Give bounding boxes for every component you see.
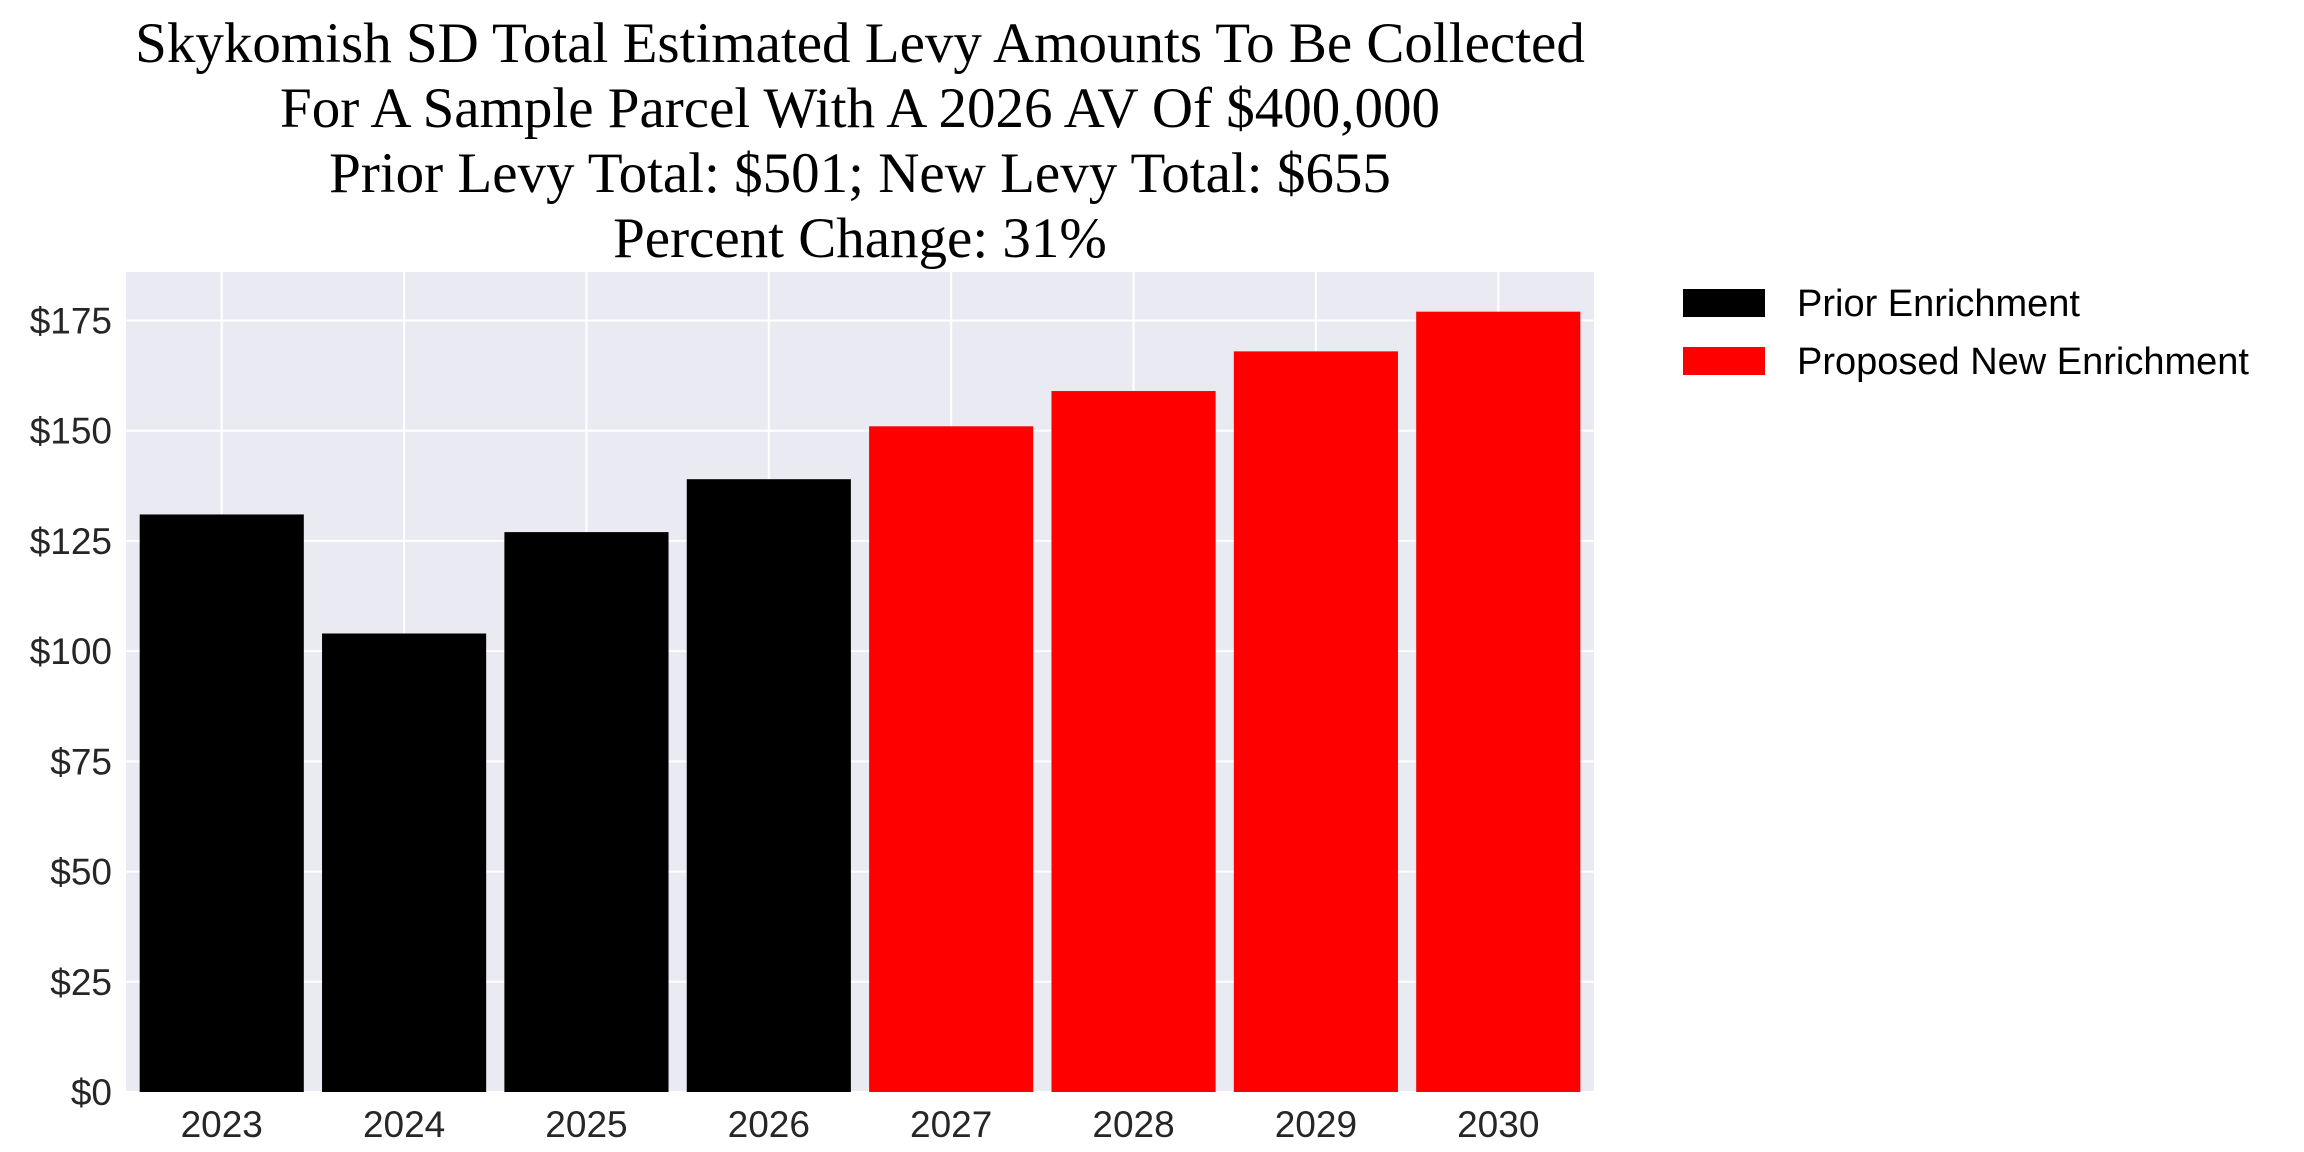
- legend-label: Prior Enrichment: [1797, 283, 2080, 325]
- y-tick-label: $125: [30, 521, 112, 562]
- legend-label: Proposed New Enrichment: [1797, 341, 2249, 383]
- x-tick-label: 2026: [728, 1104, 810, 1145]
- y-tick-label: $0: [71, 1072, 112, 1113]
- legend-swatch: [1683, 347, 1765, 375]
- bar-2024: [322, 633, 487, 1092]
- x-axis-ticks: 2023 2024 2025 2026 2027 2028 2029 2030: [181, 1104, 1540, 1145]
- bar-2026: [686, 479, 851, 1092]
- bar-2023: [139, 514, 304, 1092]
- x-tick-label: 2028: [1092, 1104, 1174, 1145]
- x-tick-label: 2030: [1457, 1104, 1539, 1145]
- y-axis-ticks: $0 $25 $50 $75 $100 $125 $150 $175: [30, 300, 112, 1113]
- y-tick-label: $150: [30, 411, 112, 452]
- y-tick-label: $75: [50, 741, 112, 782]
- bar-2029: [1233, 351, 1398, 1092]
- bar-2027: [869, 426, 1034, 1092]
- bar-2028: [1051, 391, 1216, 1093]
- title-line-2: For A Sample Parcel With A 2026 AV Of $4…: [280, 77, 1440, 140]
- legend-swatch: [1683, 289, 1765, 317]
- y-tick-label: $175: [30, 300, 112, 341]
- x-tick-label: 2027: [910, 1104, 992, 1145]
- x-tick-label: 2025: [545, 1104, 627, 1145]
- chart-title: Skykomish SD Total Estimated Levy Amount…: [135, 12, 1585, 270]
- title-line-4: Percent Change: 31%: [613, 207, 1107, 270]
- x-tick-label: 2029: [1275, 1104, 1357, 1145]
- title-line-3: Prior Levy Total: $501; New Levy Total: …: [329, 142, 1391, 205]
- y-tick-label: $100: [30, 631, 112, 672]
- legend: Prior Enrichment Proposed New Enrichment: [1683, 283, 2249, 383]
- y-tick-label: $50: [50, 852, 112, 893]
- bars: [139, 311, 1581, 1093]
- x-tick-label: 2023: [181, 1104, 263, 1145]
- y-tick-label: $25: [50, 962, 112, 1003]
- title-line-1: Skykomish SD Total Estimated Levy Amount…: [135, 12, 1585, 75]
- bar-2025: [504, 532, 669, 1092]
- x-tick-label: 2024: [363, 1104, 445, 1145]
- bar-2030: [1416, 311, 1581, 1092]
